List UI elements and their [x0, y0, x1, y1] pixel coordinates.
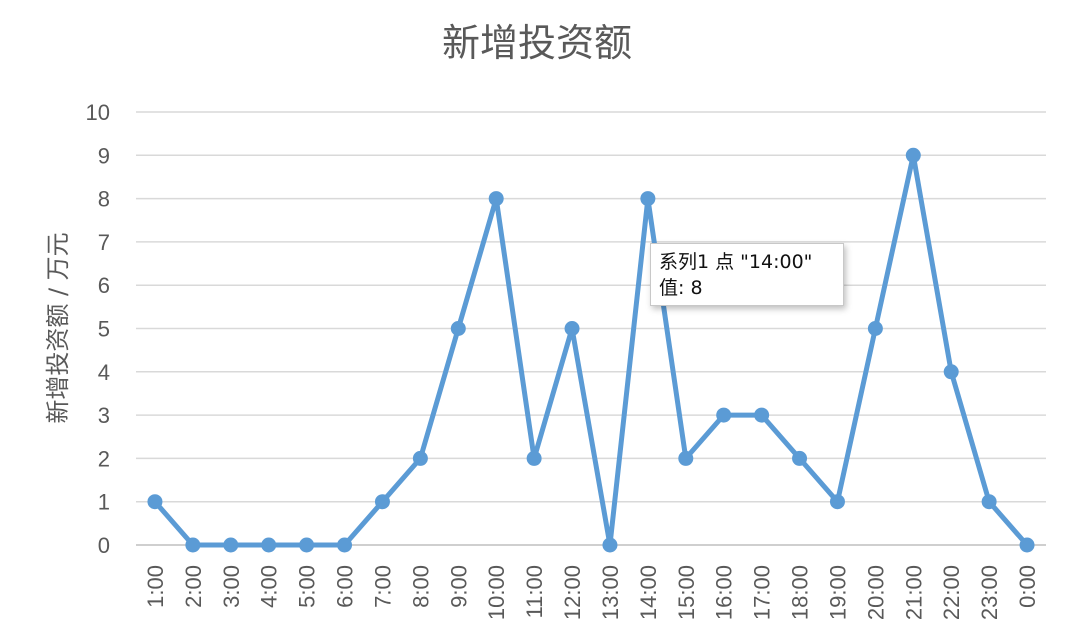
x-tick-label: 12:00 [560, 565, 585, 620]
x-tick-label: 17:00 [750, 565, 775, 620]
x-tick-label: 1:00 [143, 565, 168, 608]
data-point[interactable] [337, 537, 353, 553]
x-tick-label: 10:00 [484, 565, 509, 620]
chart-title: 新增投资额 [442, 21, 632, 65]
data-point[interactable] [147, 494, 163, 510]
x-tick-label: 3:00 [219, 565, 244, 608]
x-axis: 1:00 2:00 3:00 4:00 5:00 6:00 7:00 8:00 9:00 10:0… [143, 565, 1040, 620]
data-point[interactable] [374, 494, 390, 510]
data-point[interactable] [905, 147, 921, 163]
y-tick-label: 8 [98, 187, 110, 212]
data-point[interactable] [716, 407, 732, 423]
gridlines [136, 111, 1046, 546]
data-point[interactable] [640, 191, 656, 207]
series-1[interactable] [147, 147, 1035, 553]
y-tick-label: 10 [86, 100, 110, 125]
data-point[interactable] [981, 494, 997, 510]
data-point-tooltip: 系列1 点 "14:00" 值: 8 [650, 243, 844, 306]
x-tick-label: 19:00 [825, 565, 850, 620]
x-tick-label: 16:00 [712, 565, 737, 620]
data-point[interactable] [867, 321, 883, 336]
x-tick-label: 6:00 [333, 565, 358, 608]
data-point[interactable] [185, 537, 201, 553]
data-point[interactable] [450, 321, 466, 336]
y-tick-label: 5 [98, 317, 110, 342]
y-axis-label: 新增投资额 / 万元 [44, 232, 72, 423]
data-point[interactable] [943, 364, 959, 380]
data-point[interactable] [223, 537, 239, 553]
data-point[interactable] [829, 494, 845, 510]
x-tick-label: 20:00 [863, 565, 888, 620]
data-point[interactable] [488, 191, 504, 207]
y-tick-label: 6 [98, 273, 110, 298]
y-axis: 0 1 2 3 4 5 6 7 8 9 10 [86, 100, 110, 558]
x-tick-label: 22:00 [939, 565, 964, 620]
series-line [152, 152, 1030, 548]
x-tick-label: 18:00 [788, 565, 813, 620]
x-tick-label: 21:00 [901, 565, 926, 620]
x-tick-label: 5:00 [295, 565, 320, 608]
tooltip-value: 值: 8 [659, 277, 703, 299]
data-point[interactable] [526, 450, 542, 466]
data-point[interactable] [792, 450, 808, 466]
data-point[interactable] [602, 537, 618, 553]
x-tick-label: 2:00 [181, 565, 206, 608]
tooltip-series-point: 系列1 点 "14:00" [659, 251, 813, 273]
x-tick-label: 0:00 [1015, 565, 1040, 608]
x-tick-label: 23:00 [977, 565, 1002, 620]
y-tick-label: 0 [98, 533, 110, 558]
x-tick-label: 7:00 [370, 565, 395, 608]
x-tick-label: 13:00 [598, 565, 623, 620]
data-point[interactable] [261, 537, 277, 553]
data-point[interactable] [678, 450, 694, 466]
data-point[interactable] [412, 450, 428, 466]
y-tick-label: 2 [98, 446, 110, 471]
data-point[interactable] [299, 537, 315, 553]
x-tick-label: 15:00 [674, 565, 699, 620]
y-tick-label: 7 [98, 230, 110, 255]
x-tick-label: 14:00 [636, 565, 661, 620]
data-point[interactable] [754, 407, 770, 423]
x-tick-label: 4:00 [257, 565, 282, 608]
x-tick-label: 8:00 [408, 565, 433, 608]
y-tick-label: 4 [98, 360, 110, 385]
y-tick-label: 3 [98, 403, 110, 428]
data-point[interactable] [564, 321, 580, 336]
x-tick-label: 11:00 [522, 565, 547, 618]
y-tick-label: 1 [98, 490, 110, 515]
y-tick-label: 9 [98, 143, 110, 168]
data-point[interactable] [1019, 537, 1035, 553]
x-tick-label: 9:00 [446, 565, 471, 608]
